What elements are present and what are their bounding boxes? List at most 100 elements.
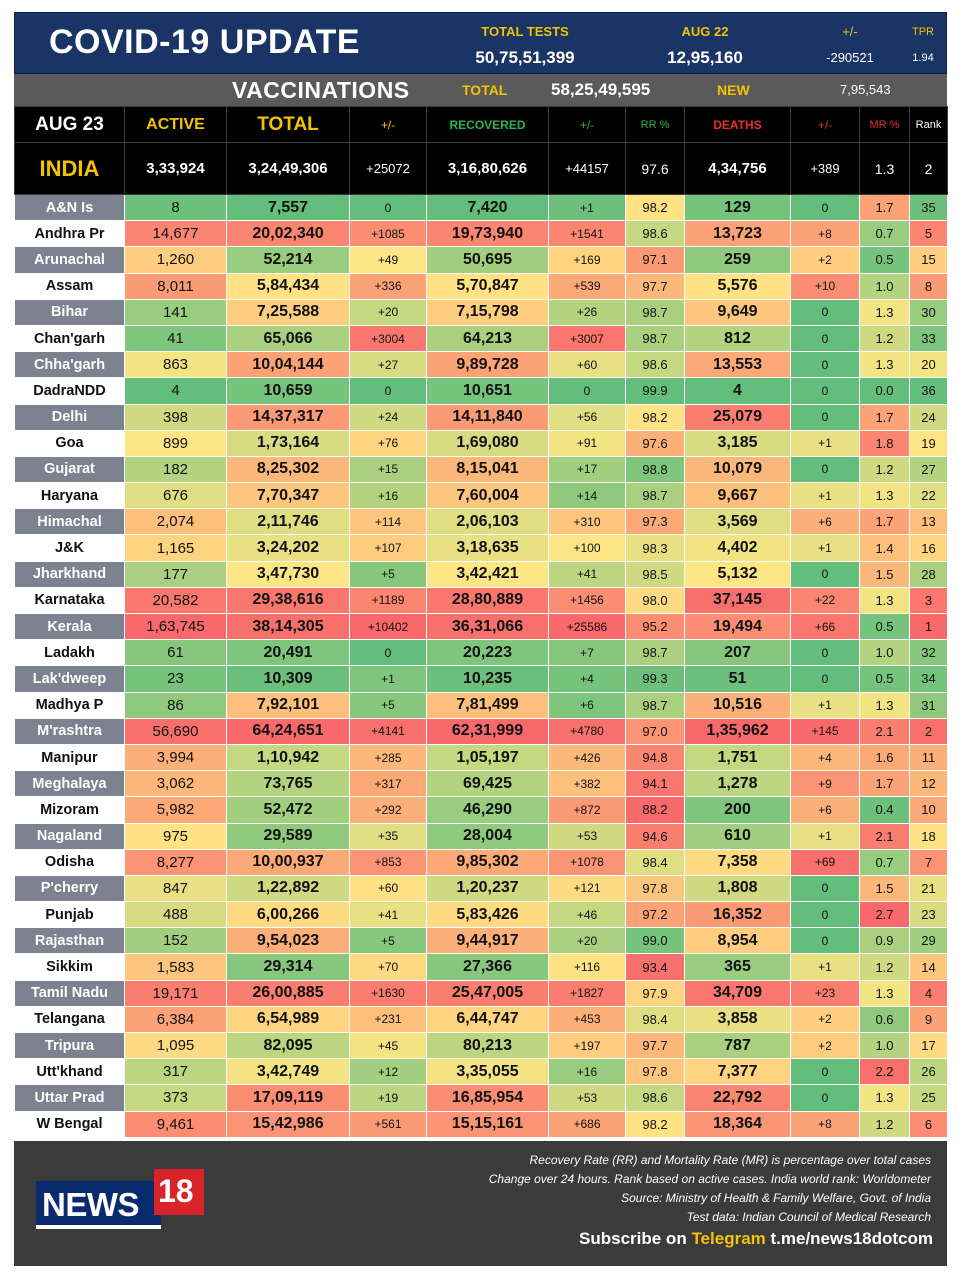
cell-total-change: +16 <box>349 482 427 510</box>
cell-active: 9,461 <box>124 1110 227 1138</box>
cell-deaths: 51 <box>684 665 791 693</box>
cell-rank: 30 <box>909 298 948 326</box>
subscribe-line[interactable]: Subscribe on Telegram t.me/news18dotcom <box>579 1229 933 1249</box>
news18-logo: NEWS 18 <box>36 1169 212 1231</box>
cell-active: 19,171 <box>124 979 227 1007</box>
cell-deaths: 4,402 <box>684 534 791 562</box>
cell-active: 56,690 <box>124 717 227 745</box>
telegram-label: Telegram <box>691 1229 766 1248</box>
cell-deaths-change: 0 <box>790 193 860 222</box>
india-deaths-change: +389 <box>790 142 860 195</box>
cell-mr: 1.2 <box>859 953 910 981</box>
cell-rank: 4 <box>909 979 948 1007</box>
cell-mr: 1.3 <box>859 979 910 1007</box>
state-name: Tripura <box>14 1031 125 1060</box>
cell-rank: 21 <box>909 874 948 903</box>
cell-mr: 1.0 <box>859 639 910 667</box>
cell-mr: 1.5 <box>859 560 910 588</box>
cell-rr: 97.7 <box>625 272 685 300</box>
cell-total-change: +24 <box>349 403 427 431</box>
cell-recovered: 5,83,426 <box>426 901 549 929</box>
state-name: Karnataka <box>14 586 125 615</box>
cell-recovered-change: +91 <box>548 429 626 457</box>
column-header-active: ACTIVE <box>124 106 227 143</box>
cell-rr: 97.0 <box>625 717 685 745</box>
logo-text: NEWS <box>42 1186 140 1223</box>
cell-rr: 99.0 <box>625 927 685 955</box>
cell-rr: 97.9 <box>625 979 685 1007</box>
cell-deaths: 259 <box>684 246 791 274</box>
cell-deaths: 19,494 <box>684 612 791 641</box>
cell-deaths-change: +23 <box>790 979 860 1007</box>
cell-recovered-change: +1541 <box>548 220 626 248</box>
cell-recovered-change: +197 <box>548 1031 626 1060</box>
cell-recovered: 3,42,421 <box>426 560 549 588</box>
cell-total-change: +107 <box>349 534 427 562</box>
cell-active: 975 <box>124 822 227 850</box>
cell-total-change: +60 <box>349 874 427 903</box>
cell-deaths-change: 0 <box>790 1084 860 1112</box>
cell-mr: 1.7 <box>859 770 910 798</box>
table-row: Lak'dweep 23 10,309 +1 10,235 +4 99.3 51 0 0.5 34 <box>14 665 948 693</box>
column-header-deaths: DEATHS <box>684 106 791 143</box>
cell-recovered: 19,73,940 <box>426 220 549 248</box>
vaccinations-total-value: 58,25,49,595 <box>551 80 651 99</box>
cell-rank: 25 <box>909 1084 948 1112</box>
cell-deaths-change: 0 <box>790 324 860 353</box>
cell-total-change: +1630 <box>349 979 427 1007</box>
subscribe-link[interactable]: t.me/news18dotcom <box>770 1229 934 1248</box>
cell-mr: 0.0 <box>859 377 910 405</box>
cell-deaths: 37,145 <box>684 586 791 615</box>
cell-total-change: +76 <box>349 429 427 457</box>
cell-rank: 35 <box>909 193 948 222</box>
cell-rr: 98.2 <box>625 193 685 222</box>
cell-rr: 98.7 <box>625 324 685 353</box>
india-label: INDIA <box>14 142 125 195</box>
state-name: Goa <box>14 429 125 457</box>
table-row: Chan'garh 41 65,066 +3004 64,213 +3007 98.7 812… <box>14 324 948 353</box>
column-header-recovered-change: +/- <box>548 106 626 143</box>
cell-total: 64,24,651 <box>226 717 350 745</box>
logo-number: 18 <box>158 1173 194 1209</box>
state-name: Telangana <box>14 1005 125 1034</box>
cell-mr: 0.7 <box>859 220 910 248</box>
cell-total-change: +1 <box>349 665 427 693</box>
cell-rr: 97.3 <box>625 508 685 536</box>
cell-recovered-change: +100 <box>548 534 626 562</box>
cell-deaths-change: +66 <box>790 612 860 641</box>
cell-total-change: +4141 <box>349 717 427 745</box>
cell-total: 15,42,986 <box>226 1110 350 1138</box>
footnote-source: Source: Ministry of Health & Family Welf… <box>621 1191 931 1205</box>
cell-recovered: 7,15,798 <box>426 298 549 326</box>
cell-total-change: +19 <box>349 1084 427 1112</box>
cell-rank: 10 <box>909 796 948 824</box>
cell-rr: 94.1 <box>625 770 685 798</box>
state-name: Arunachal <box>14 246 125 274</box>
cell-rank: 1 <box>909 612 948 641</box>
state-name: Utt'khand <box>14 1058 125 1086</box>
cell-mr: 2.7 <box>859 901 910 929</box>
india-rr: 97.6 <box>625 142 685 195</box>
cell-total: 26,00,885 <box>226 979 350 1007</box>
tpr-label: TPR <box>912 26 934 38</box>
cell-mr: 1.2 <box>859 455 910 484</box>
state-name: Delhi <box>14 403 125 431</box>
cell-total-change: +561 <box>349 1110 427 1138</box>
cell-recovered: 80,213 <box>426 1031 549 1060</box>
table-row: Odisha 8,277 10,00,937 +853 9,85,302 +1078 98.… <box>14 848 948 876</box>
cell-mr: 0.5 <box>859 612 910 641</box>
cell-mr: 1.0 <box>859 1031 910 1060</box>
cell-recovered: 50,695 <box>426 246 549 274</box>
cell-deaths-change: +1 <box>790 534 860 562</box>
cell-deaths-change: +145 <box>790 717 860 745</box>
cell-rr: 98.2 <box>625 403 685 431</box>
state-name: J&K <box>14 534 125 562</box>
state-name: Assam <box>14 272 125 300</box>
cell-deaths: 1,278 <box>684 770 791 798</box>
cell-mr: 1.5 <box>859 874 910 903</box>
cell-active: 3,062 <box>124 770 227 798</box>
cell-total: 3,24,202 <box>226 534 350 562</box>
cell-total-change: +35 <box>349 822 427 850</box>
cell-deaths-change: 0 <box>790 298 860 326</box>
cell-total: 82,095 <box>226 1031 350 1060</box>
